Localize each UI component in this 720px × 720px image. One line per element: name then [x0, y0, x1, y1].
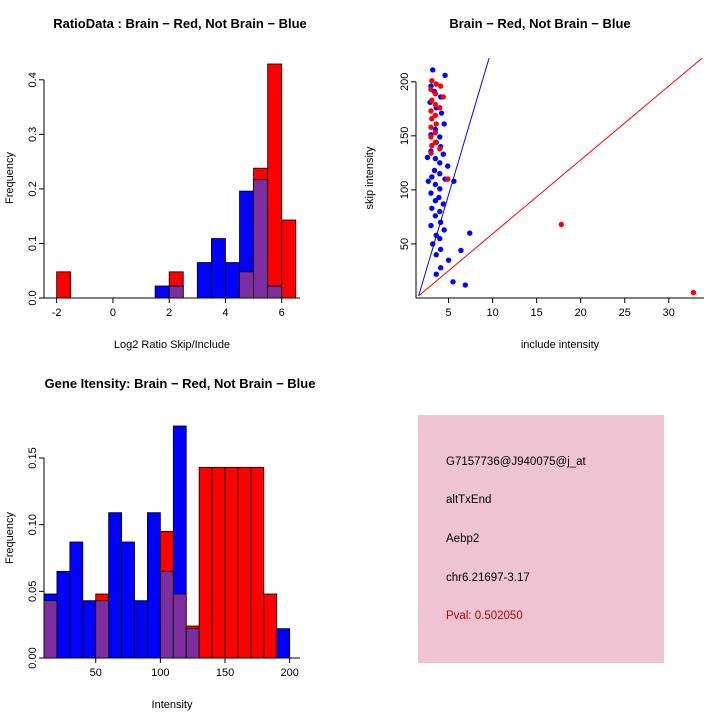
svg-text:0.3: 0.3	[27, 127, 39, 142]
ratio-histogram-title: RatioData : Brain − Red, Not Brain − Blu…	[53, 16, 307, 31]
svg-text:200: 200	[399, 73, 411, 91]
panel-info-box: G7157736@J940075@j_at altTxEnd Aebp2 chr…	[360, 360, 720, 720]
svg-text:0.0: 0.0	[27, 290, 39, 305]
intensity-scatter-plot: 5 10 15 20 25 30 50 100 150 200 include intensity s…	[364, 58, 704, 351]
info-box: G7157736@J940075@j_at altTxEnd Aebp2 chr…	[418, 415, 664, 663]
svg-text:0.4: 0.4	[27, 72, 39, 87]
svg-text:30: 30	[663, 307, 675, 319]
svg-text:50: 50	[399, 238, 411, 250]
svg-text:10: 10	[486, 307, 498, 319]
svg-text:15: 15	[531, 307, 543, 319]
svg-text:5: 5	[446, 307, 452, 319]
svg-text:150: 150	[216, 667, 234, 679]
svg-text:0: 0	[110, 307, 116, 319]
svg-text:0.1: 0.1	[27, 236, 39, 251]
panel-intensity-scatter: 5 10 15 20 25 30 50 100 150 200 include intensity s…	[360, 0, 720, 360]
svg-text:4: 4	[222, 307, 228, 319]
svg-text:100: 100	[399, 181, 411, 199]
panel-ratio-histogram: -2 0 2 4 6 0.0 0.1 0.2 0.3 0.4 Log2 Ratio Skip/Inc…	[0, 0, 360, 360]
info-event-type: altTxEnd	[446, 494, 492, 507]
svg-text:25: 25	[619, 307, 631, 319]
svg-text:50: 50	[90, 667, 102, 679]
svg-text:0.10: 0.10	[27, 514, 39, 535]
info-pval: Pval: 0.502050	[446, 610, 523, 623]
info-chromosome-location: chr6.21697-3.17	[446, 571, 530, 584]
svg-text:-2: -2	[52, 307, 62, 319]
svg-text:100: 100	[151, 667, 169, 679]
gene-intensity-histogram-title: Gene Itensity: Brain − Red, Not Brain − …	[44, 376, 316, 391]
info-probe-id: G7157736@J940075@j_at	[446, 455, 586, 468]
svg-text:0.15: 0.15	[27, 447, 39, 468]
svg-text:6: 6	[279, 307, 285, 319]
svg-text:20: 20	[575, 307, 587, 319]
svg-text:include intensity: include intensity	[521, 339, 600, 351]
svg-text:2: 2	[166, 307, 172, 319]
svg-text:skip intensity: skip intensity	[364, 146, 376, 209]
svg-text:150: 150	[399, 127, 411, 145]
svg-text:Log2 Ratio Skip/Include: Log2 Ratio Skip/Include	[114, 339, 230, 351]
ratio-histogram-plot: -2 0 2 4 6 0.0 0.1 0.2 0.3 0.4 Log2 Ratio Skip/Inc…	[4, 63, 300, 351]
svg-text:0.2: 0.2	[27, 181, 39, 196]
svg-text:0.05: 0.05	[27, 581, 39, 602]
intensity-scatter-title: Brain − Red, Not Brain − Blue	[449, 16, 631, 31]
info-gene-name: Aebp2	[446, 532, 480, 545]
gene-intensity-histogram-plot: 50 100 150 200 0.00 0.05 0.10 0.15 Intensity Freq…	[4, 425, 300, 711]
svg-text:200: 200	[280, 667, 298, 679]
svg-text:Frequency: Frequency	[4, 512, 16, 564]
panel-gene-intensity-histogram: 50 100 150 200 0.00 0.05 0.10 0.15 Intensity Freq…	[0, 360, 360, 720]
svg-text:Intensity: Intensity	[152, 699, 193, 711]
svg-text:0.00: 0.00	[27, 647, 39, 668]
svg-text:Frequency: Frequency	[4, 152, 16, 204]
